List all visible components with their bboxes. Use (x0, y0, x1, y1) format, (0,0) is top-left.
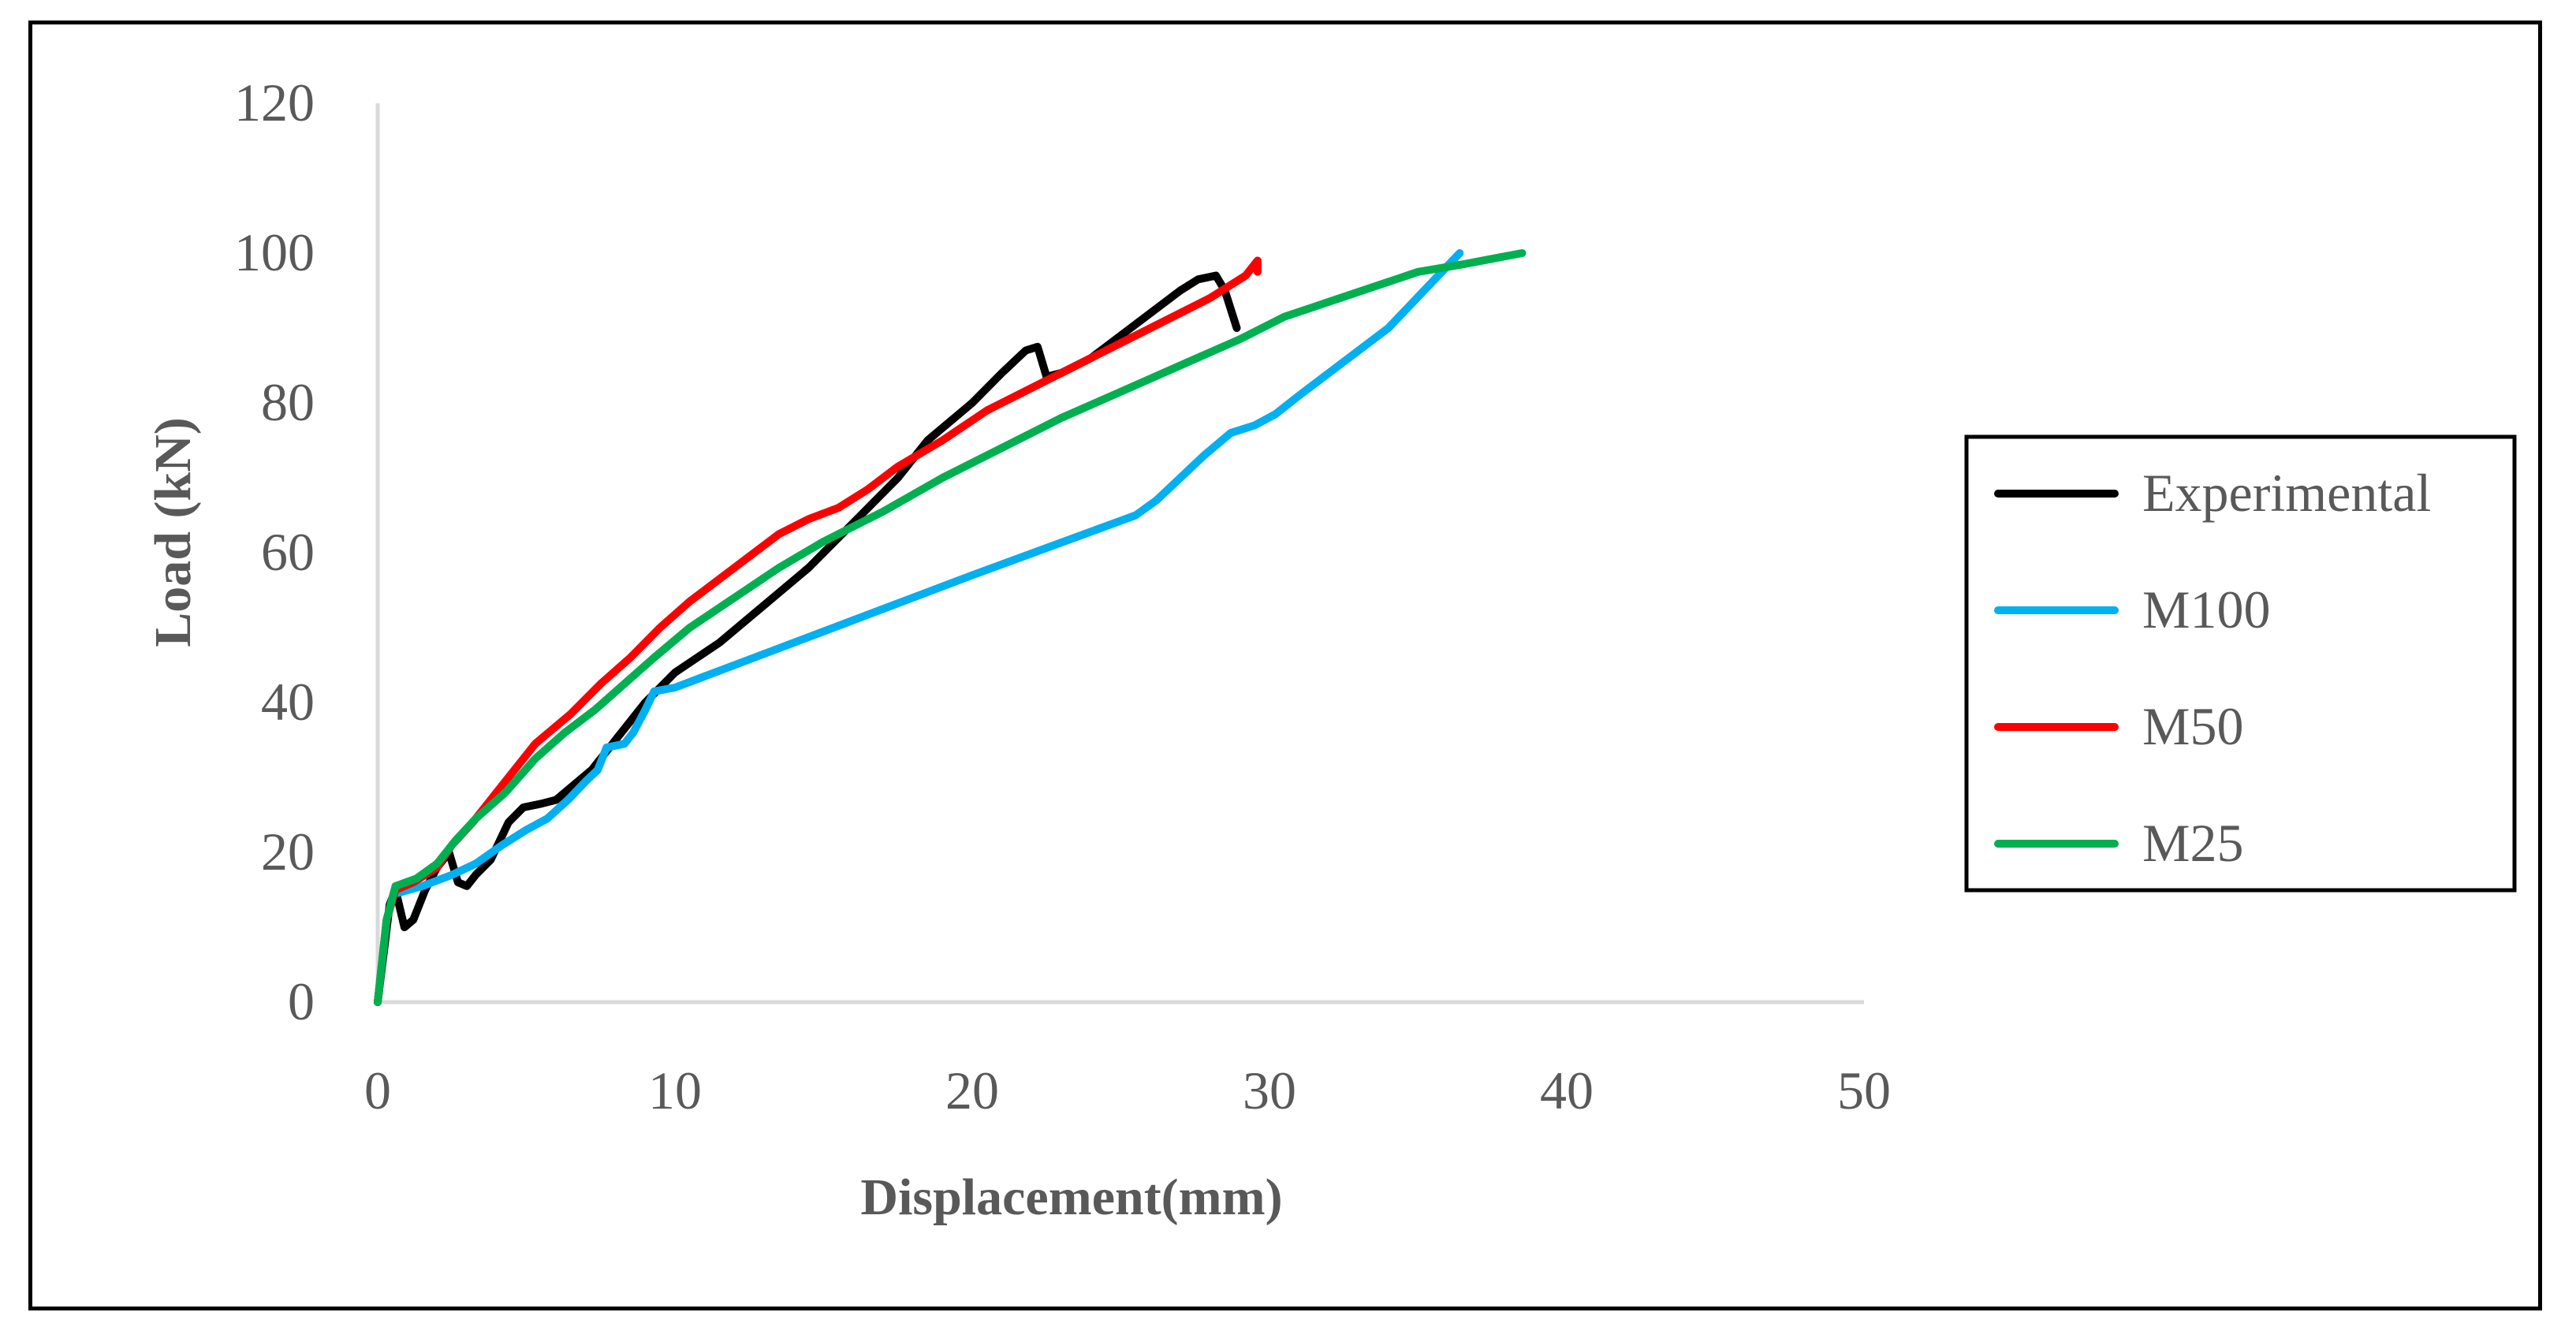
x-tick-label: 10 (648, 1061, 702, 1120)
line-chart: 0 20 40 60 80 100 120 0 10 20 30 40 50 Displacement(… (144, 73, 2517, 1226)
series-line-m25 (374, 249, 1527, 1006)
y-tick-label: 100 (234, 222, 315, 282)
chart-frame: 0 20 40 60 80 100 120 0 10 20 30 40 50 Displacement(… (28, 21, 2542, 1310)
x-tick-label: 40 (1540, 1061, 1594, 1120)
legend-label-m100: M100 (2142, 580, 2270, 639)
y-axis-title: Load (kN) (144, 417, 202, 647)
y-tick-label: 80 (261, 372, 315, 432)
x-tick-label: 50 (1837, 1061, 1891, 1120)
x-tick-label: 30 (1243, 1061, 1296, 1120)
legend-label-m50: M50 (2142, 696, 2243, 756)
legend-label-m25: M25 (2142, 813, 2243, 873)
y-tick-label: 120 (234, 73, 315, 132)
y-tick-label: 0 (288, 971, 315, 1031)
x-tick-label: 20 (945, 1061, 999, 1120)
x-axis-title: Displacement(mm) (860, 1169, 1282, 1226)
legend-box (1964, 434, 2517, 893)
y-tick-label: 20 (261, 822, 315, 882)
y-tick-label: 40 (261, 672, 315, 732)
legend-label-experimental: Experimental (2142, 463, 2431, 523)
y-tick-label: 60 (261, 522, 315, 582)
x-tick-label: 0 (364, 1061, 391, 1120)
series-line-m100 (391, 249, 1464, 898)
